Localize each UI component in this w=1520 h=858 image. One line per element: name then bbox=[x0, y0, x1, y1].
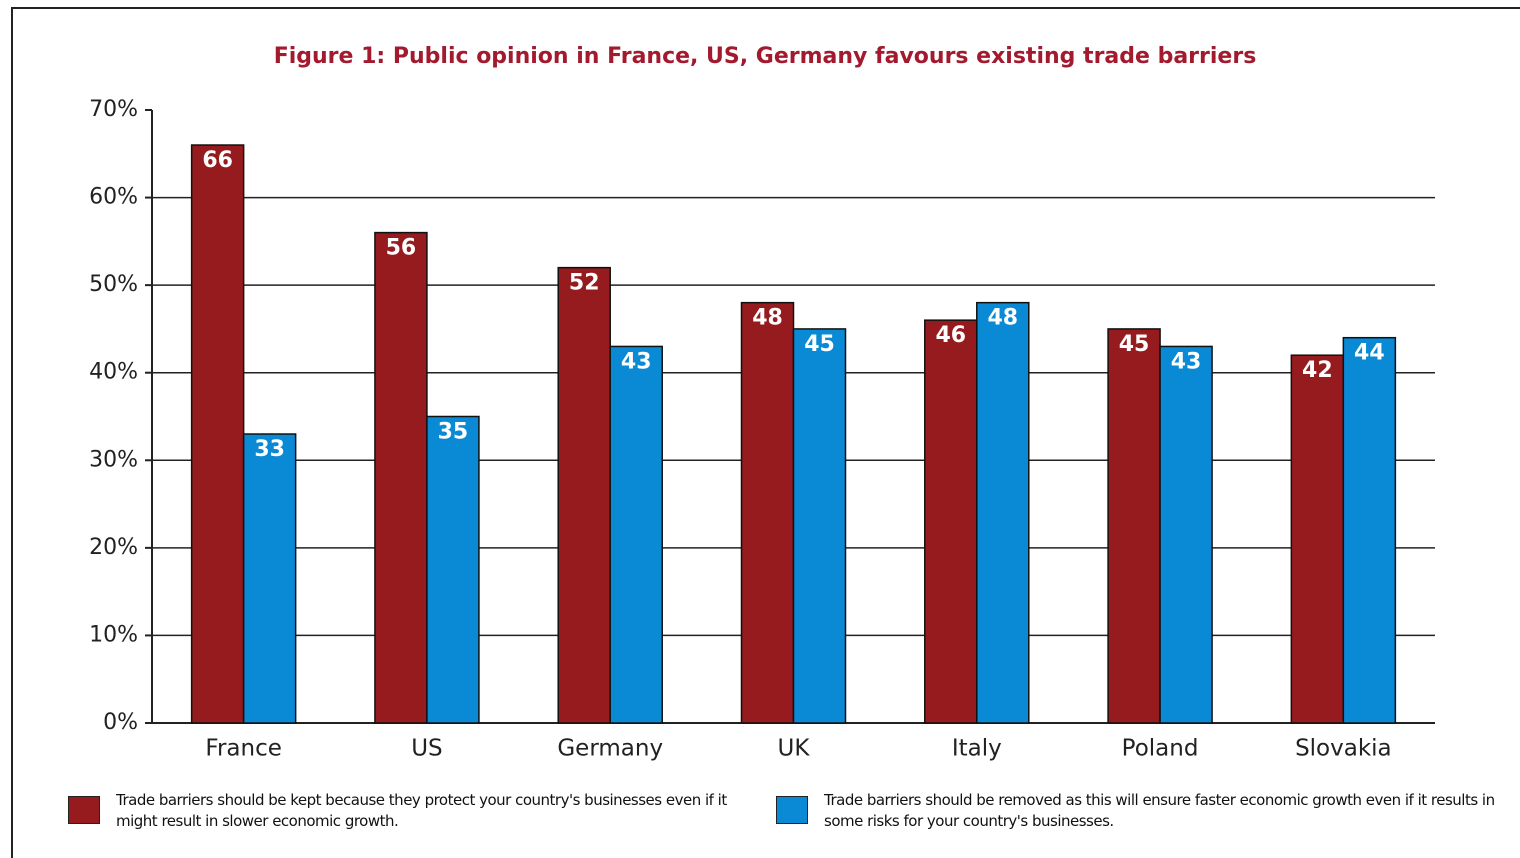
bar bbox=[609, 345, 663, 724]
bar bbox=[1107, 328, 1161, 724]
x-tick-label: US bbox=[411, 736, 442, 762]
data-label: 48 bbox=[987, 306, 1018, 331]
y-tick-label: 70% bbox=[89, 97, 138, 122]
bar bbox=[1342, 336, 1397, 724]
data-label: 66 bbox=[202, 148, 233, 173]
data-label: 56 bbox=[386, 236, 417, 261]
bar bbox=[924, 319, 978, 724]
legend-item: Trade barriers should be kept because th… bbox=[68, 790, 758, 832]
x-tick-label: Poland bbox=[1122, 736, 1199, 762]
bar bbox=[242, 433, 297, 724]
y-tick-label: 60% bbox=[89, 185, 138, 210]
bar bbox=[557, 266, 611, 724]
x-tick-label: UK bbox=[778, 736, 811, 762]
data-label: 45 bbox=[1119, 332, 1150, 357]
data-label: 43 bbox=[1171, 349, 1202, 374]
x-tick-label: France bbox=[205, 736, 281, 762]
y-tick-label: 10% bbox=[89, 622, 138, 647]
x-tick-label: Germany bbox=[557, 736, 663, 762]
data-label: 45 bbox=[804, 332, 835, 357]
data-label: 46 bbox=[935, 323, 966, 348]
data-label: 43 bbox=[621, 349, 652, 374]
legend-swatch bbox=[776, 796, 808, 824]
y-tick-label: 30% bbox=[89, 447, 138, 472]
data-label: 35 bbox=[438, 420, 469, 445]
x-tick-label: Italy bbox=[952, 736, 1002, 762]
legend-label: Trade barriers should be kept because th… bbox=[116, 791, 727, 830]
legend-swatch bbox=[68, 796, 100, 824]
data-label: 44 bbox=[1354, 341, 1385, 366]
bar bbox=[1290, 354, 1345, 724]
bar bbox=[190, 144, 245, 724]
bar bbox=[740, 301, 795, 724]
bar bbox=[374, 231, 428, 724]
bar bbox=[426, 415, 480, 724]
data-label: 48 bbox=[752, 306, 783, 331]
data-label: 52 bbox=[569, 271, 600, 296]
legend-label: Trade barriers should be removed as this… bbox=[824, 791, 1495, 830]
bar bbox=[1159, 345, 1213, 724]
legend-item: Trade barriers should be removed as this… bbox=[776, 790, 1496, 832]
y-tick-label: 50% bbox=[89, 272, 138, 297]
bar bbox=[792, 328, 847, 724]
bar bbox=[976, 301, 1030, 724]
data-label: 42 bbox=[1302, 358, 1333, 383]
y-tick-label: 0% bbox=[103, 710, 138, 735]
frame bbox=[11, 7, 1520, 858]
x-tick-label: Slovakia bbox=[1295, 736, 1392, 762]
y-tick-label: 20% bbox=[89, 535, 138, 560]
y-tick-label: 40% bbox=[89, 360, 138, 385]
data-label: 33 bbox=[254, 437, 285, 462]
chart-title: Figure 1: Public opinion in France, US, … bbox=[274, 44, 1257, 69]
